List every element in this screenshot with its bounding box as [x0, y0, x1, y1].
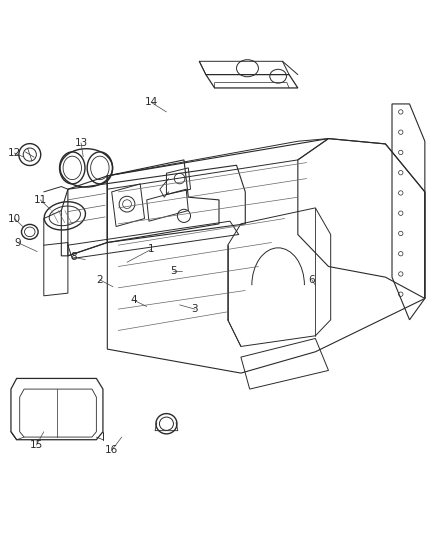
Text: 6: 6: [308, 275, 315, 285]
Text: 15: 15: [30, 440, 43, 450]
Text: 12: 12: [8, 148, 21, 158]
Text: 9: 9: [14, 238, 21, 247]
Text: 5: 5: [170, 266, 177, 276]
Text: 8: 8: [70, 253, 77, 262]
Text: 2: 2: [96, 275, 103, 285]
Text: 16: 16: [105, 446, 118, 455]
Text: 1: 1: [148, 245, 155, 254]
Text: 4: 4: [130, 295, 137, 305]
Text: 10: 10: [8, 214, 21, 223]
Text: 3: 3: [191, 304, 198, 314]
Text: 13: 13: [74, 138, 88, 148]
Text: 14: 14: [145, 98, 158, 107]
Text: 11: 11: [34, 195, 47, 205]
